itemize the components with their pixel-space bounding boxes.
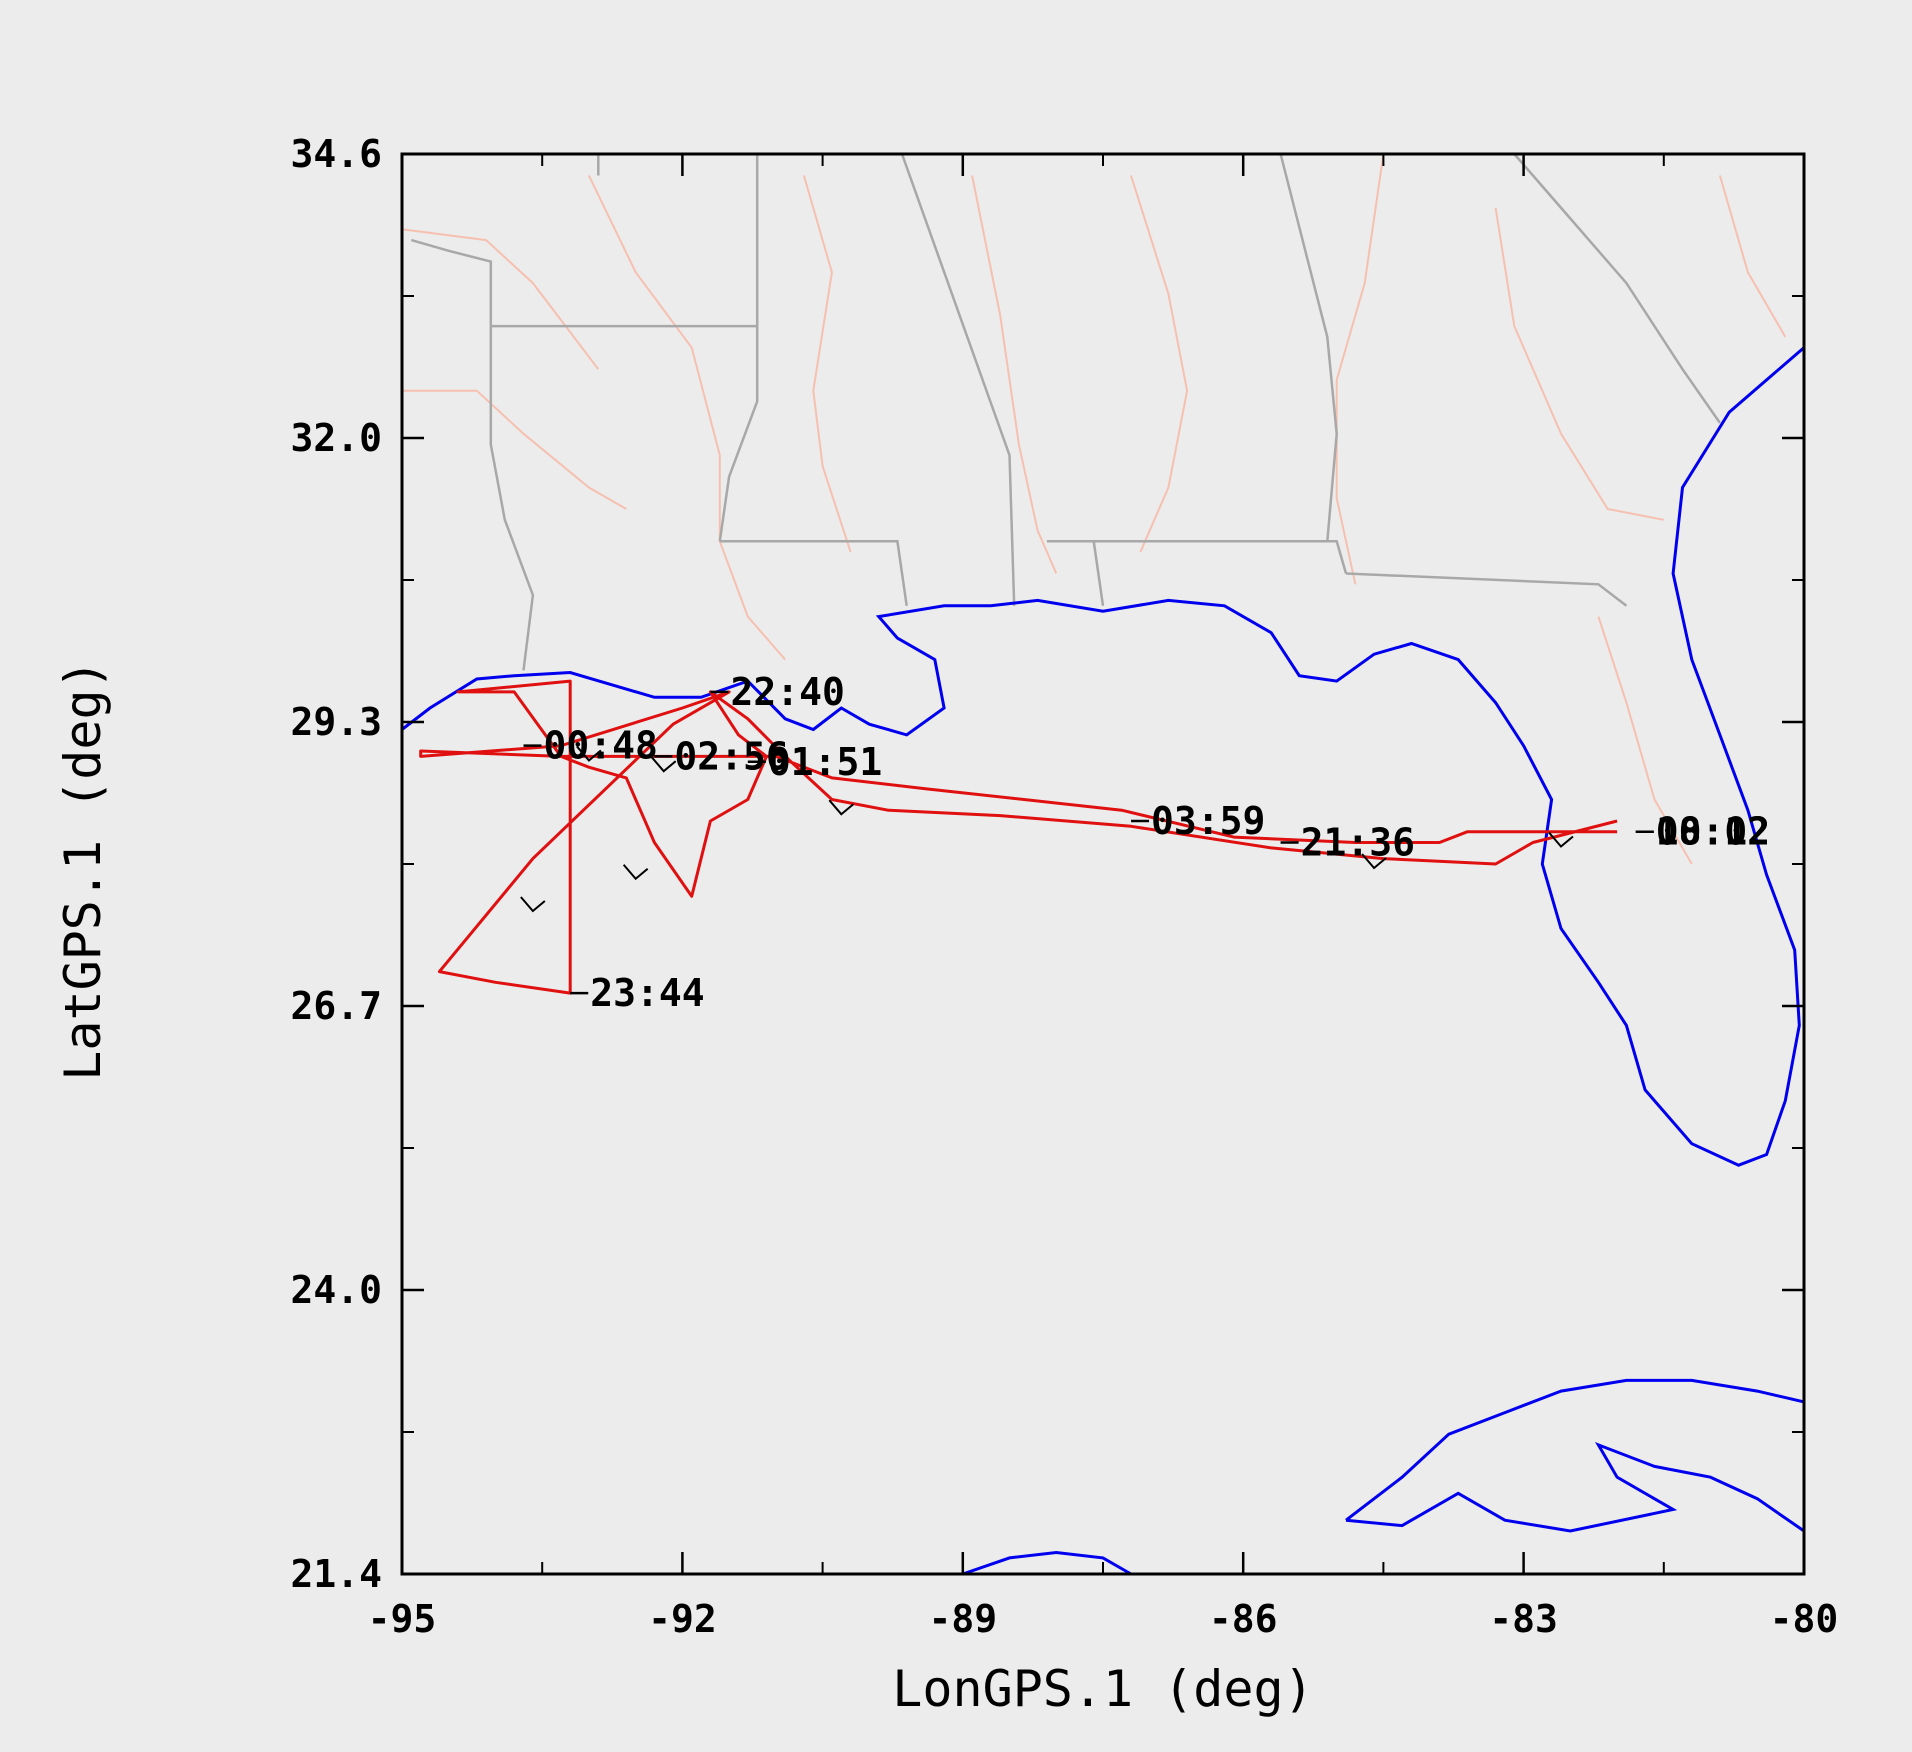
- coastline-layer: [401, 346, 1806, 1576]
- time-marks-layer: [520, 745, 1574, 913]
- time-label: 00:48: [544, 724, 658, 768]
- x-tick-label: -80: [1770, 1597, 1839, 1641]
- state-border-line: [1345, 572, 1628, 607]
- y-tick-label: 26.7: [290, 984, 382, 1028]
- y-tick-label: 32.0: [290, 416, 382, 460]
- state-border-line: [410, 238, 493, 327]
- yucatan-coastline: [962, 1550, 1132, 1576]
- river-line: [1130, 175, 1189, 553]
- x-tick-label: -83: [1489, 1597, 1558, 1641]
- state-border-line: [489, 326, 535, 671]
- time-label: 03:59: [1151, 799, 1265, 843]
- y-tick-label: 34.6: [290, 132, 382, 176]
- cuba-coastline: [1345, 1378, 1806, 1534]
- heading-mark: [1548, 831, 1574, 848]
- heading-mark: [576, 745, 602, 762]
- axes-layer: -95 -92 -89 -86 -83 -80 21.4 24.0 26.7 29.3 32.0 34…: [290, 132, 1838, 1641]
- river-line: [1335, 153, 1385, 585]
- river-line: [802, 175, 852, 553]
- state-borders-layer: [410, 153, 1721, 671]
- heading-mark: [650, 756, 677, 773]
- flight-track-layer: [419, 679, 1618, 995]
- time-label: 22:40: [730, 670, 844, 714]
- state-border-line: [718, 326, 759, 542]
- x-tick-label: -89: [928, 1597, 997, 1641]
- time-label: 21:36: [1301, 820, 1415, 864]
- x-tick-label: -92: [648, 1597, 717, 1641]
- y-tick-label: 24.0: [290, 1268, 382, 1312]
- time-label: 01:51: [768, 740, 882, 784]
- time-label: 00:02: [1656, 810, 1770, 854]
- time-label: 23:44: [590, 971, 704, 1015]
- flight-track-line: [419, 679, 1618, 995]
- state-border-line: [1513, 153, 1721, 424]
- heading-mark: [520, 896, 546, 913]
- river-line: [1597, 616, 1693, 865]
- x-tick-label: -95: [368, 1597, 437, 1641]
- y-tick-label: 21.4: [290, 1552, 382, 1596]
- x-tick-label: -86: [1209, 1597, 1278, 1641]
- gulf-coastline: [401, 346, 1805, 1167]
- river-line: [1494, 207, 1664, 521]
- x-axis-title: LonGPS.1 (deg): [892, 1660, 1313, 1718]
- state-border-line: [1279, 153, 1338, 542]
- state-border-line: [900, 153, 1016, 606]
- heading-mark: [622, 864, 649, 881]
- river-line: [587, 175, 786, 661]
- heading-mark: [828, 799, 854, 816]
- river-line: [402, 389, 627, 510]
- y-axis-title: LatGPS.1 (deg): [54, 659, 112, 1080]
- time-label: 18:12: [1656, 810, 1770, 854]
- river-line: [1718, 175, 1787, 338]
- rivers-layer: [401, 153, 1787, 865]
- state-border-line: [1093, 540, 1348, 574]
- y-tick-label: 29.3: [290, 700, 382, 744]
- time-label: 02:56: [674, 734, 788, 778]
- heading-mark: [1361, 853, 1387, 870]
- state-border-line: [719, 540, 908, 606]
- river-line: [971, 175, 1058, 574]
